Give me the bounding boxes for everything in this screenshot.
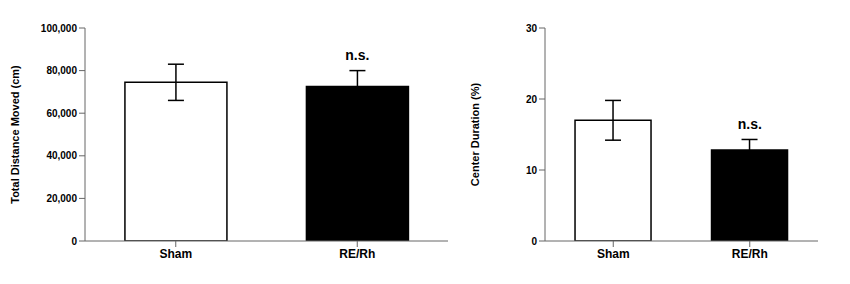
svg-text:n.s.: n.s.	[738, 116, 762, 132]
svg-text:RE/Rh: RE/Rh	[339, 247, 375, 261]
svg-text:30: 30	[526, 23, 538, 34]
svg-text:n.s.: n.s.	[345, 47, 369, 63]
svg-text:Sham: Sham	[159, 247, 192, 261]
svg-text:Total Distance Moved (cm): Total Distance Moved (cm)	[9, 65, 21, 204]
svg-text:20,000: 20,000	[46, 193, 77, 204]
svg-text:40,000: 40,000	[46, 150, 77, 161]
svg-text:RE/Rh: RE/Rh	[732, 247, 768, 261]
svg-text:0: 0	[531, 236, 537, 247]
svg-text:Sham: Sham	[597, 247, 630, 261]
svg-text:0: 0	[71, 236, 77, 247]
svg-text:80,000: 80,000	[46, 65, 77, 76]
svg-text:Center Duration (%): Center Duration (%)	[469, 83, 481, 187]
svg-text:20: 20	[526, 94, 538, 105]
svg-text:60,000: 60,000	[46, 108, 77, 119]
svg-text:10: 10	[526, 165, 538, 176]
svg-text:100,000: 100,000	[41, 23, 78, 34]
